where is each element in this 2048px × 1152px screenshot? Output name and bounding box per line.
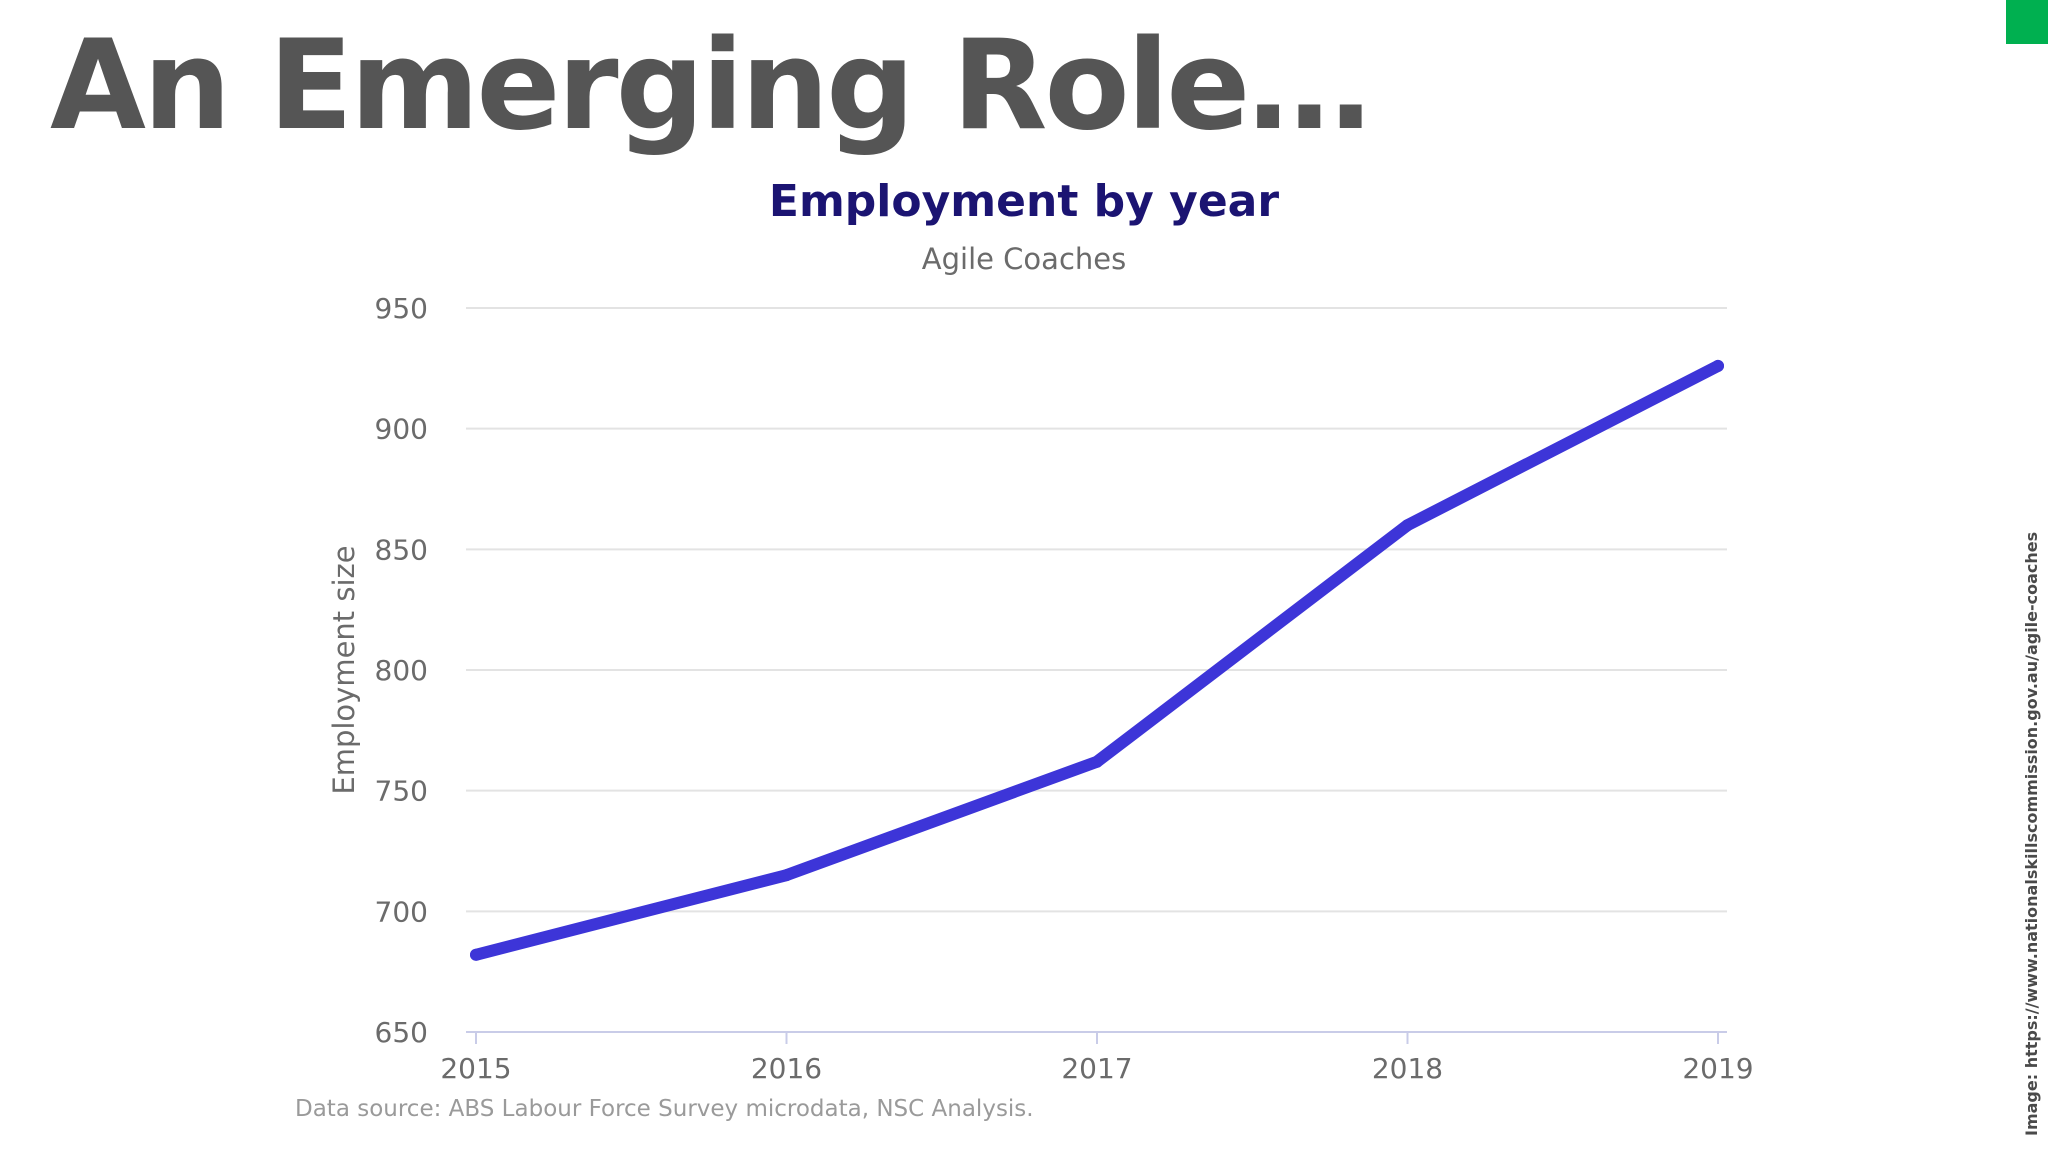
image-credit: Image: https://www.nationalskillscommiss… bbox=[2022, 531, 2041, 1136]
x-tick-label: 2019 bbox=[1682, 1052, 1753, 1085]
tick-labels: 650 700 750 800 850 900 950 2015 2016 2017 2018 201… bbox=[375, 292, 1754, 1085]
data-point bbox=[780, 869, 793, 882]
data-point bbox=[1091, 755, 1103, 768]
y-tick-label: 950 bbox=[375, 292, 428, 325]
x-tick-label: 2018 bbox=[1372, 1052, 1443, 1085]
slide-title: An Emerging Role… bbox=[50, 14, 1371, 158]
y-tick-label: 800 bbox=[375, 654, 428, 687]
series-line bbox=[470, 359, 1724, 961]
chart-title: Employment by year bbox=[768, 176, 1280, 227]
series bbox=[470, 359, 1724, 961]
data-point bbox=[1401, 519, 1414, 532]
y-tick-label: 850 bbox=[375, 533, 428, 566]
accent-block bbox=[2006, 0, 2048, 44]
y-tick-label: 750 bbox=[375, 775, 428, 808]
y-tick-label: 650 bbox=[375, 1016, 428, 1049]
y-axis-label: Employment size bbox=[327, 545, 361, 794]
y-tick-label: 900 bbox=[375, 413, 428, 446]
x-tick-label: 2015 bbox=[440, 1052, 511, 1085]
data-source-note: Data source: ABS Labour Force Survey mic… bbox=[295, 1096, 1034, 1122]
data-point bbox=[470, 948, 482, 961]
chart-subtitle: Agile Coaches bbox=[921, 242, 1127, 276]
y-tick-label: 700 bbox=[375, 895, 428, 928]
axes bbox=[466, 1031, 1727, 1044]
grid-lines bbox=[466, 307, 1727, 913]
x-tick-label: 2016 bbox=[751, 1052, 822, 1085]
x-tick-label: 2017 bbox=[1061, 1052, 1132, 1085]
data-point bbox=[1712, 359, 1724, 372]
